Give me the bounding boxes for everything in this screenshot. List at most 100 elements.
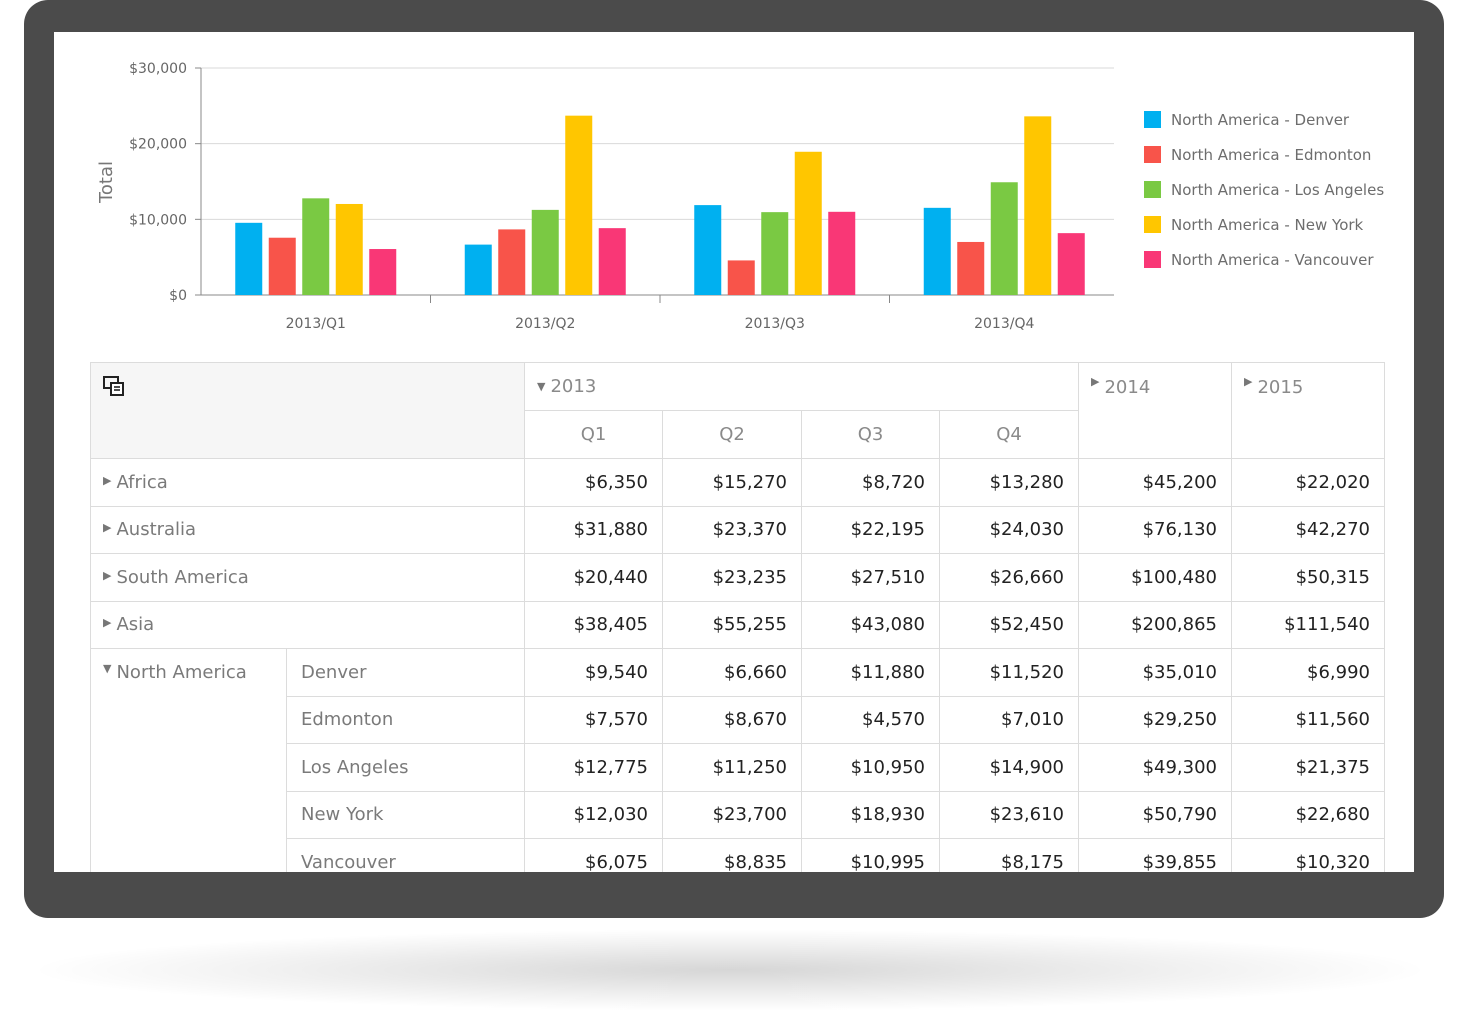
bar bbox=[761, 212, 789, 295]
data-cell: $6,350 bbox=[525, 459, 663, 507]
screen: $0 $10,000 $20,000 $30,000 Total 2013/Q1 2013/… bbox=[54, 32, 1414, 872]
data-cell: $20,440 bbox=[525, 554, 663, 602]
data-cell: $11,250 bbox=[663, 744, 802, 792]
row-label: Asia bbox=[116, 614, 155, 636]
bar bbox=[498, 229, 526, 295]
data-cell: $23,610 bbox=[940, 791, 1079, 839]
bar bbox=[923, 207, 951, 295]
column-header-q3[interactable]: Q3 bbox=[802, 411, 940, 459]
data-cell: $8,175 bbox=[940, 839, 1079, 872]
pivot-grid: ▼ 2013 Q1 Q2 Q3 Q4 ▶ 2014 ▶ 2015 ▶ Africa… bbox=[90, 362, 1385, 872]
caret-down-icon: ▼ bbox=[103, 662, 112, 675]
bar bbox=[794, 151, 822, 295]
data-cell: $42,270 bbox=[1232, 506, 1385, 554]
caret-right-icon: ▶ bbox=[1091, 375, 1100, 388]
bar bbox=[1057, 233, 1085, 295]
data-cell: $18,930 bbox=[802, 791, 940, 839]
row-header[interactable]: ▶ Asia bbox=[91, 601, 525, 649]
legend-label: North America - Edmonton bbox=[1171, 145, 1372, 164]
data-cell: $22,020 bbox=[1232, 459, 1385, 507]
y-tick-label: $0 bbox=[169, 288, 187, 304]
data-cell: $52,450 bbox=[940, 601, 1079, 649]
data-cell: $23,700 bbox=[663, 791, 802, 839]
bar bbox=[598, 228, 626, 295]
data-cell: $23,235 bbox=[663, 554, 802, 602]
data-cell: $4,570 bbox=[802, 696, 940, 744]
pivot-corner bbox=[91, 363, 525, 459]
bar bbox=[531, 209, 559, 295]
data-cell: $55,255 bbox=[663, 601, 802, 649]
data-cell: $8,835 bbox=[663, 839, 802, 872]
data-cell: $14,900 bbox=[940, 744, 1079, 792]
legend-item[interactable]: North America - Vancouver bbox=[1144, 242, 1384, 277]
row-header[interactable]: ▶ South America bbox=[91, 554, 525, 602]
row-header-child[interactable]: Los Angeles bbox=[287, 744, 525, 792]
data-cell: $26,660 bbox=[940, 554, 1079, 602]
data-cell: $22,195 bbox=[802, 506, 940, 554]
row-header-group[interactable]: ▼ North America bbox=[91, 649, 287, 872]
caret-right-icon: ▶ bbox=[103, 473, 112, 487]
bar bbox=[302, 198, 330, 295]
data-cell: $7,010 bbox=[940, 696, 1079, 744]
data-cell: $11,520 bbox=[940, 649, 1079, 697]
row-header-child[interactable]: New York bbox=[287, 791, 525, 839]
row-label: Africa bbox=[116, 471, 168, 493]
data-cell: $9,540 bbox=[525, 649, 663, 697]
row-header-child[interactable]: Denver bbox=[287, 649, 525, 697]
data-cell: $23,370 bbox=[663, 506, 802, 554]
caret-down-icon: ▼ bbox=[537, 380, 546, 393]
bar bbox=[727, 260, 755, 295]
data-cell: $39,855 bbox=[1079, 839, 1232, 872]
caret-right-icon: ▶ bbox=[103, 616, 112, 630]
field-chooser-icon[interactable] bbox=[103, 375, 125, 397]
column-header-2014[interactable]: ▶ 2014 bbox=[1079, 363, 1232, 459]
bar bbox=[464, 244, 492, 295]
column-header-q2[interactable]: Q2 bbox=[663, 411, 802, 459]
legend-label: North America - New York bbox=[1171, 215, 1364, 234]
column-header-2013[interactable]: ▼ 2013 bbox=[525, 363, 1079, 411]
bar bbox=[565, 115, 593, 295]
data-cell: $13,280 bbox=[940, 459, 1079, 507]
data-cell: $6,660 bbox=[663, 649, 802, 697]
legend-swatch bbox=[1144, 251, 1161, 268]
caret-right-icon: ▶ bbox=[1244, 375, 1253, 388]
legend-swatch bbox=[1144, 111, 1161, 128]
data-cell: $21,375 bbox=[1232, 744, 1385, 792]
legend-label: North America - Los Angeles bbox=[1171, 180, 1385, 199]
data-cell: $45,200 bbox=[1079, 459, 1232, 507]
legend-item[interactable]: North America - Los Angeles bbox=[1144, 172, 1384, 207]
column-header-q1[interactable]: Q1 bbox=[525, 411, 663, 459]
data-cell: $6,075 bbox=[525, 839, 663, 872]
data-cell: $43,080 bbox=[802, 601, 940, 649]
legend-label: North America - Denver bbox=[1171, 110, 1350, 129]
column-header-q4[interactable]: Q4 bbox=[940, 411, 1079, 459]
row-header-child[interactable]: Edmonton bbox=[287, 696, 525, 744]
data-cell: $11,880 bbox=[802, 649, 940, 697]
legend-swatch bbox=[1144, 216, 1161, 233]
bar bbox=[957, 241, 985, 295]
legend-item[interactable]: North America - Denver bbox=[1144, 102, 1384, 137]
data-cell: $76,130 bbox=[1079, 506, 1232, 554]
data-cell: $29,250 bbox=[1079, 696, 1232, 744]
data-cell: $35,010 bbox=[1079, 649, 1232, 697]
device-shadow bbox=[40, 930, 1420, 1010]
data-cell: $111,540 bbox=[1232, 601, 1385, 649]
x-tick-label: 2013/Q1 bbox=[286, 316, 346, 332]
data-cell: $49,300 bbox=[1079, 744, 1232, 792]
legend-item[interactable]: North America - Edmonton bbox=[1144, 137, 1384, 172]
legend-item[interactable]: North America - New York bbox=[1144, 207, 1384, 242]
bar bbox=[694, 205, 722, 295]
data-cell: $24,030 bbox=[940, 506, 1079, 554]
caret-right-icon: ▶ bbox=[103, 568, 112, 582]
y-tick-label: $10,000 bbox=[129, 212, 187, 228]
row-header[interactable]: ▶ Australia bbox=[91, 506, 525, 554]
row-label: North America bbox=[116, 662, 247, 683]
row-header[interactable]: ▶ Africa bbox=[91, 459, 525, 507]
data-cell: $50,315 bbox=[1232, 554, 1385, 602]
y-tick-label: $30,000 bbox=[129, 61, 187, 77]
row-header-child[interactable]: Vancouver bbox=[287, 839, 525, 872]
caret-right-icon: ▶ bbox=[103, 521, 112, 535]
bar bbox=[268, 237, 296, 295]
column-header-2015[interactable]: ▶ 2015 bbox=[1232, 363, 1385, 459]
data-cell: $10,320 bbox=[1232, 839, 1385, 872]
